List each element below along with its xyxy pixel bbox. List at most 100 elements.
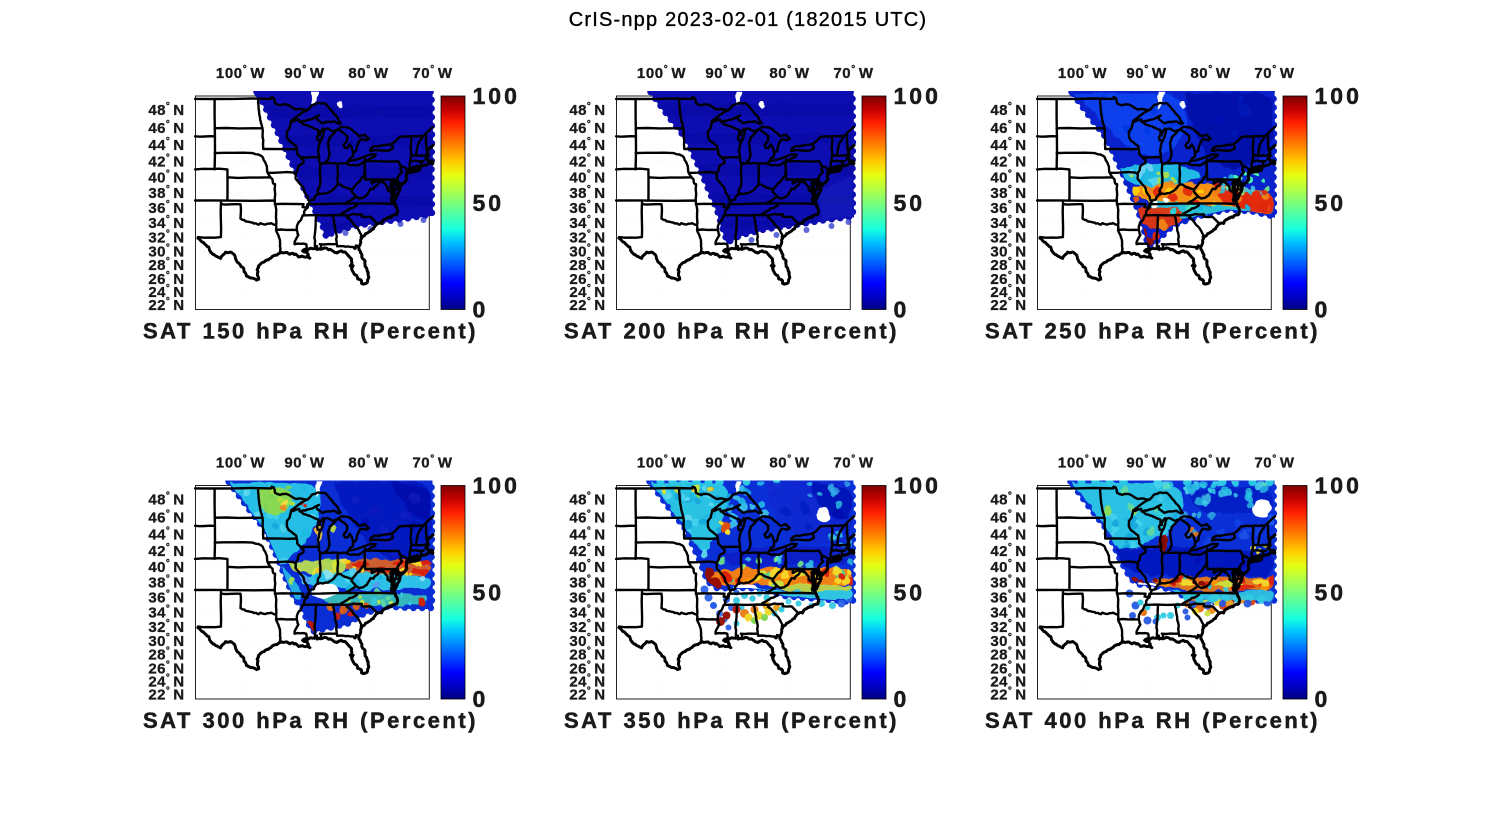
svg-text:44°N: 44° N — [148, 136, 184, 154]
svg-text:32°N: 32° N — [990, 228, 1026, 246]
svg-text:90°W: 90° W — [284, 64, 325, 82]
svg-text:46°N: 46° N — [148, 508, 184, 526]
svg-text:34°N: 34° N — [990, 603, 1026, 621]
svg-text:34°N: 34° N — [148, 603, 184, 621]
svg-text:SAT 400 hPa RH (Percent): SAT 400 hPa RH (Percent) — [985, 708, 1320, 733]
svg-text:50: 50 — [473, 579, 505, 605]
svg-text:32°N: 32° N — [148, 618, 184, 636]
svg-text:38°N: 38° N — [148, 184, 184, 202]
svg-text:80°W: 80° W — [769, 64, 810, 82]
svg-text:90°W: 90° W — [1126, 64, 1167, 82]
svg-text:38°N: 38° N — [569, 574, 605, 592]
svg-text:46°N: 46° N — [148, 119, 184, 137]
svg-text:42°N: 42° N — [569, 153, 605, 171]
svg-text:90°W: 90° W — [705, 64, 746, 82]
svg-text:26°N: 26° N — [990, 270, 1026, 288]
svg-text:28°N: 28° N — [148, 646, 184, 664]
svg-text:46°N: 46° N — [569, 508, 605, 526]
svg-text:100: 100 — [894, 473, 941, 499]
svg-text:70°W: 70° W — [833, 64, 874, 82]
svg-text:40°N: 40° N — [990, 558, 1026, 576]
svg-text:70°W: 70° W — [1254, 64, 1295, 82]
svg-text:48°N: 48° N — [569, 491, 605, 509]
svg-text:100°W: 100° W — [216, 64, 265, 82]
svg-text:48°N: 48° N — [569, 101, 605, 119]
svg-text:80°W: 80° W — [769, 454, 810, 472]
svg-text:44°N: 44° N — [148, 526, 184, 544]
svg-text:44°N: 44° N — [990, 136, 1026, 154]
svg-text:70°W: 70° W — [412, 454, 453, 472]
svg-text:50: 50 — [894, 579, 926, 605]
svg-text:90°W: 90° W — [1126, 454, 1167, 472]
svg-text:36°N: 36° N — [148, 589, 184, 607]
svg-text:42°N: 42° N — [990, 542, 1026, 560]
svg-text:100°W: 100° W — [637, 64, 686, 82]
svg-text:46°N: 46° N — [990, 508, 1026, 526]
svg-text:40°N: 40° N — [569, 169, 605, 187]
svg-text:80°W: 80° W — [348, 64, 389, 82]
svg-text:22°N: 22° N — [569, 296, 605, 314]
svg-text:22°N: 22° N — [990, 296, 1026, 314]
svg-text:32°N: 32° N — [569, 618, 605, 636]
svg-text:0: 0 — [894, 686, 910, 712]
svg-text:26°N: 26° N — [148, 270, 184, 288]
svg-text:80°W: 80° W — [1190, 64, 1231, 82]
svg-text:28°N: 28° N — [990, 256, 1026, 274]
svg-text:26°N: 26° N — [148, 659, 184, 677]
svg-text:0: 0 — [473, 686, 489, 712]
svg-text:100: 100 — [1315, 83, 1362, 109]
svg-text:42°N: 42° N — [990, 153, 1026, 171]
svg-text:SAT 150 hPa RH (Percent): SAT 150 hPa RH (Percent) — [143, 319, 478, 344]
svg-text:48°N: 48° N — [990, 101, 1026, 119]
svg-text:38°N: 38° N — [990, 574, 1026, 592]
svg-text:90°W: 90° W — [705, 454, 746, 472]
svg-text:28°N: 28° N — [990, 646, 1026, 664]
svg-text:36°N: 36° N — [990, 199, 1026, 217]
svg-text:46°N: 46° N — [569, 119, 605, 137]
svg-text:30°N: 30° N — [990, 632, 1026, 650]
svg-text:90°W: 90° W — [284, 454, 325, 472]
svg-text:32°N: 32° N — [148, 228, 184, 246]
svg-text:80°W: 80° W — [348, 454, 389, 472]
svg-text:38°N: 38° N — [148, 574, 184, 592]
svg-text:SAT 350 hPa RH (Percent): SAT 350 hPa RH (Percent) — [564, 708, 899, 733]
svg-text:100°W: 100° W — [1058, 454, 1107, 472]
svg-text:34°N: 34° N — [148, 214, 184, 232]
svg-text:34°N: 34° N — [569, 603, 605, 621]
svg-text:38°N: 38° N — [569, 184, 605, 202]
svg-text:30°N: 30° N — [569, 632, 605, 650]
svg-text:40°N: 40° N — [569, 558, 605, 576]
svg-text:26°N: 26° N — [569, 270, 605, 288]
svg-text:36°N: 36° N — [148, 199, 184, 217]
svg-text:44°N: 44° N — [569, 526, 605, 544]
svg-text:50: 50 — [1315, 579, 1347, 605]
svg-text:100: 100 — [473, 473, 520, 499]
svg-text:SAT 200 hPa RH (Percent): SAT 200 hPa RH (Percent) — [564, 319, 899, 344]
svg-text:42°N: 42° N — [148, 153, 184, 171]
svg-text:50: 50 — [1315, 190, 1347, 216]
svg-text:26°N: 26° N — [990, 659, 1026, 677]
svg-text:40°N: 40° N — [148, 558, 184, 576]
svg-text:36°N: 36° N — [990, 589, 1026, 607]
svg-text:22°N: 22° N — [569, 686, 605, 704]
svg-text:40°N: 40° N — [990, 169, 1026, 187]
svg-text:34°N: 34° N — [569, 214, 605, 232]
svg-text:0: 0 — [473, 297, 489, 323]
svg-text:48°N: 48° N — [148, 491, 184, 509]
svg-text:46°N: 46° N — [990, 119, 1026, 137]
svg-text:30°N: 30° N — [148, 242, 184, 260]
svg-text:32°N: 32° N — [990, 618, 1026, 636]
svg-text:30°N: 30° N — [148, 632, 184, 650]
svg-text:24°N: 24° N — [569, 673, 605, 691]
svg-text:70°W: 70° W — [1254, 454, 1295, 472]
svg-text:36°N: 36° N — [569, 199, 605, 217]
svg-text:40°N: 40° N — [148, 169, 184, 187]
svg-text:28°N: 28° N — [569, 646, 605, 664]
svg-text:26°N: 26° N — [569, 659, 605, 677]
svg-text:44°N: 44° N — [569, 136, 605, 154]
svg-text:36°N: 36° N — [569, 589, 605, 607]
svg-text:48°N: 48° N — [148, 101, 184, 119]
svg-text:100: 100 — [894, 83, 941, 109]
svg-text:SAT 250 hPa RH (Percent): SAT 250 hPa RH (Percent) — [985, 319, 1320, 344]
svg-text:24°N: 24° N — [148, 673, 184, 691]
